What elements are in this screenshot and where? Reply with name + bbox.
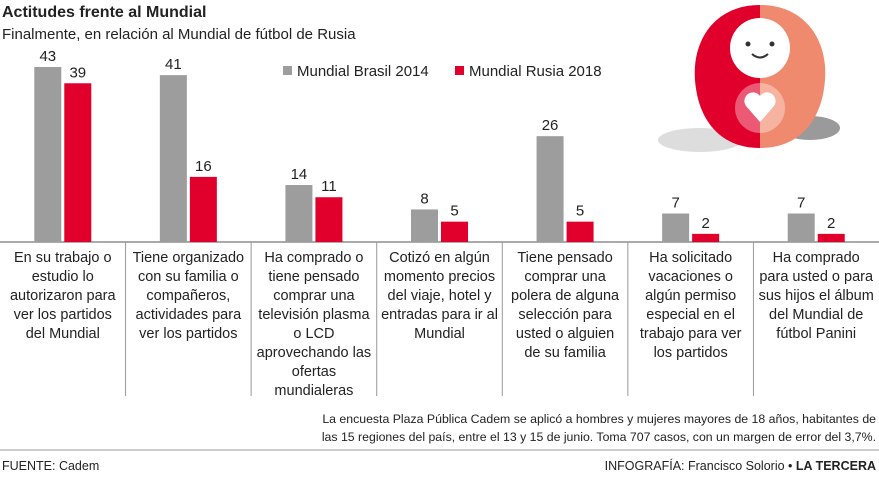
- bar: [64, 83, 92, 243]
- legend-swatch: [455, 66, 464, 75]
- value-label: 5: [576, 203, 584, 220]
- category-label: Ha solicitado vacaciones o algún permiso…: [639, 250, 742, 361]
- value-label: 7: [797, 195, 805, 212]
- bar: [536, 136, 564, 242]
- note: La encuesta Plaza Pública Cadem se aplic…: [321, 412, 876, 444]
- bar: [411, 209, 438, 242]
- value-label: 39: [69, 64, 86, 81]
- chart-title: Actitudes frente al Mundial: [2, 4, 206, 21]
- value-label: 16: [195, 158, 212, 175]
- bar: [315, 197, 343, 242]
- category-label: Tiene pensado comprar una polera de algu…: [511, 250, 620, 361]
- bar: [817, 233, 845, 242]
- legend-label: Mundial Brasil 2014: [297, 63, 429, 80]
- credit-text: INFOGRAFÍA: Francisco Solorio •: [605, 458, 793, 473]
- category-label: Cotizó en algún momento precios del viaj…: [381, 250, 498, 342]
- legend-label: Mundial Rusia 2018: [469, 63, 602, 80]
- credit: INFOGRAFÍA: Francisco Solorio • LA TERCE…: [605, 458, 876, 473]
- category-label: En su trabajo o estudio lo autorizaron p…: [9, 250, 116, 342]
- bar: [662, 213, 690, 242]
- value-label: 26: [542, 117, 559, 134]
- bar: [285, 185, 313, 242]
- doll-illustration: [658, 5, 840, 152]
- bar: [441, 221, 468, 242]
- category-label: Ha comprado o tiene pensado comprar una …: [256, 250, 372, 399]
- bar: [787, 213, 815, 242]
- value-label: 43: [39, 48, 56, 65]
- chart-subtitle: Finalmente, en relación al Mundial de fú…: [2, 26, 356, 43]
- value-label: 7: [671, 195, 679, 212]
- value-label: 11: [321, 178, 337, 195]
- value-label: 41: [165, 56, 182, 73]
- bar: [692, 233, 720, 242]
- bar: [566, 221, 594, 242]
- value-label: 8: [420, 190, 428, 207]
- bar: [34, 66, 62, 243]
- category-label: Ha comprado para usted o para sus hijos …: [758, 250, 874, 342]
- legend-swatch: [283, 66, 292, 75]
- value-label: 5: [450, 203, 458, 220]
- publisher: LA TERCERA: [796, 459, 876, 473]
- value-label: 14: [291, 166, 308, 183]
- bar: [159, 75, 187, 242]
- source: FUENTE: Cadem: [2, 459, 99, 473]
- value-label: 2: [827, 215, 835, 232]
- category-label: Tiene organizado con su familia o compañ…: [132, 250, 245, 342]
- value-label: 2: [701, 215, 709, 232]
- bar: [189, 176, 217, 242]
